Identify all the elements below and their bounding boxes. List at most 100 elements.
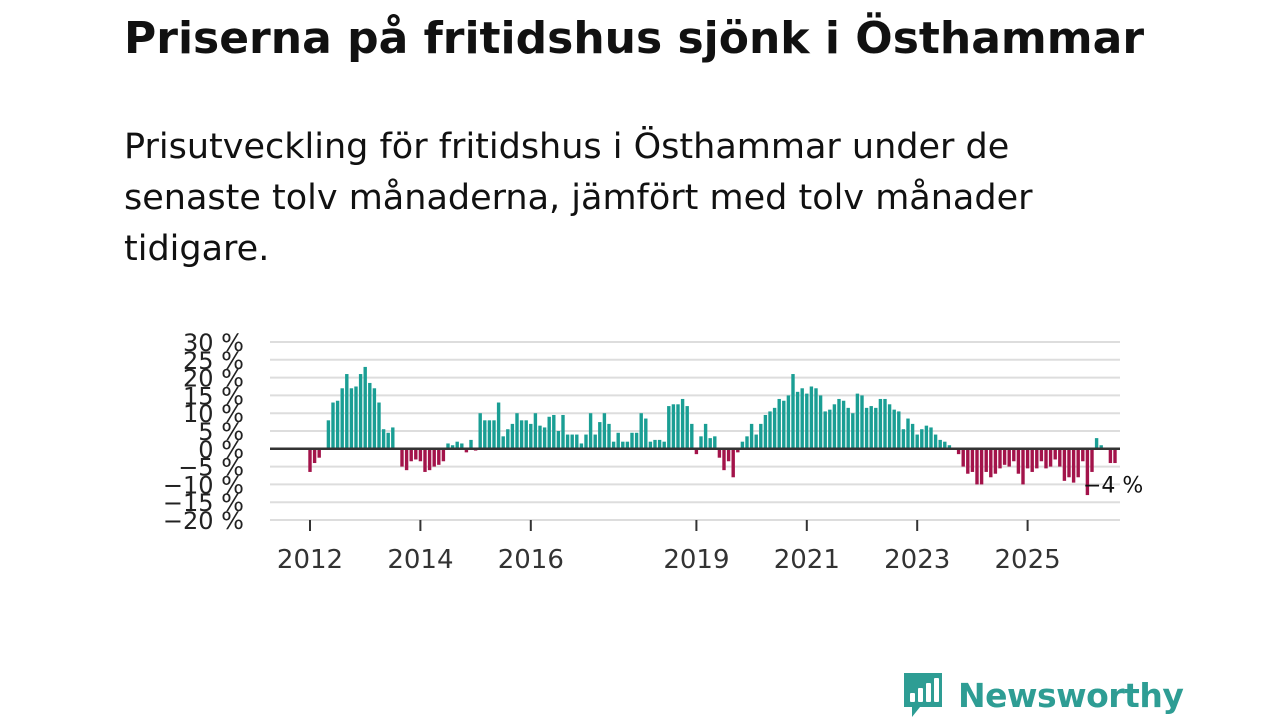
bar [690, 423, 694, 449]
chart-subtitle: Prisutveckling för fritidshus i Östhamma… [124, 127, 1033, 269]
bar [542, 427, 547, 449]
x-tick-label: 2012 [277, 545, 343, 575]
bar [575, 434, 579, 449]
bar [726, 448, 731, 462]
y-tick-label: 10 % [183, 400, 244, 428]
bar [552, 414, 556, 449]
x-tick-label: 2025 [995, 545, 1061, 575]
bar [1021, 448, 1025, 485]
bar [740, 441, 745, 449]
bar [441, 448, 446, 462]
bar [883, 398, 887, 449]
bar [634, 432, 639, 449]
bar [708, 438, 712, 449]
bar [584, 434, 588, 449]
bar [966, 448, 970, 474]
y-tick-label: −10 % [163, 471, 244, 499]
bar [1085, 448, 1090, 496]
bar [933, 434, 938, 449]
bar [469, 439, 473, 449]
bar [713, 436, 717, 449]
bar [993, 448, 998, 474]
bar [1053, 448, 1057, 460]
bar [377, 402, 381, 449]
bar [529, 423, 533, 449]
bar [358, 374, 363, 449]
bar [349, 388, 354, 449]
bar [432, 448, 436, 467]
bar [864, 407, 869, 449]
bar [956, 448, 961, 455]
bar [1081, 448, 1085, 462]
bar [570, 434, 574, 449]
bar [409, 448, 413, 462]
bar [625, 441, 630, 449]
bar [510, 423, 515, 449]
x-tick-label: 2021 [774, 545, 840, 575]
bar [418, 448, 423, 462]
bar [1035, 448, 1039, 469]
bar [1025, 448, 1030, 469]
bar [381, 429, 386, 449]
bar [538, 425, 542, 449]
bar [400, 448, 404, 467]
bar [828, 409, 832, 449]
bar [345, 374, 349, 449]
bar [460, 443, 464, 449]
bar [979, 448, 984, 485]
bar [312, 448, 317, 464]
bar [860, 395, 864, 449]
bar [938, 439, 942, 449]
bar [901, 429, 906, 449]
x-tick-label: 2019 [663, 545, 729, 575]
bar [998, 448, 1002, 469]
bar [855, 393, 860, 449]
y-tick-label: 15 % [183, 382, 244, 410]
bar [970, 448, 975, 472]
bar [533, 413, 538, 449]
bar [331, 402, 335, 449]
y-tick-label: 30 % [183, 329, 244, 357]
bar [920, 429, 924, 449]
bar [657, 439, 662, 449]
bar [736, 448, 740, 453]
bar [1012, 448, 1016, 462]
bar [791, 374, 795, 449]
y-tick-label: −20 % [163, 507, 244, 535]
bar [547, 416, 551, 449]
bar [602, 413, 607, 449]
bar [786, 395, 791, 449]
bar [1113, 448, 1117, 464]
bar [487, 420, 492, 449]
bar [616, 432, 620, 449]
bar [588, 413, 593, 449]
bar [814, 388, 818, 449]
bar [1016, 448, 1021, 474]
bar [492, 420, 496, 449]
bar [335, 400, 340, 449]
newsworthy-logo-icon [904, 673, 942, 717]
bar [386, 432, 390, 449]
bar [841, 400, 846, 449]
bar [391, 427, 395, 449]
bar [731, 448, 735, 478]
bar [768, 411, 772, 449]
bar [340, 388, 344, 449]
bar [680, 398, 685, 449]
bar [699, 436, 703, 449]
bar [317, 448, 321, 458]
x-axis-ticks: 2012 2014 2016 2019 2021 2023 2025 [277, 520, 1061, 575]
bar [1071, 448, 1076, 483]
bar [676, 404, 680, 449]
bar [414, 448, 418, 460]
y-tick-label: 0 % [198, 436, 244, 464]
last-value-label: −4 % [1083, 473, 1143, 498]
bar [984, 448, 988, 472]
bar-chart: 30 %25 %20 %15 %10 %5 %0 %−5 %−10 %−15 %… [163, 329, 1143, 575]
bar [1090, 448, 1094, 472]
bar [483, 420, 487, 449]
bar [915, 434, 919, 449]
y-tick-label: 20 % [183, 365, 244, 393]
bar [1076, 448, 1080, 478]
bar [639, 413, 643, 449]
